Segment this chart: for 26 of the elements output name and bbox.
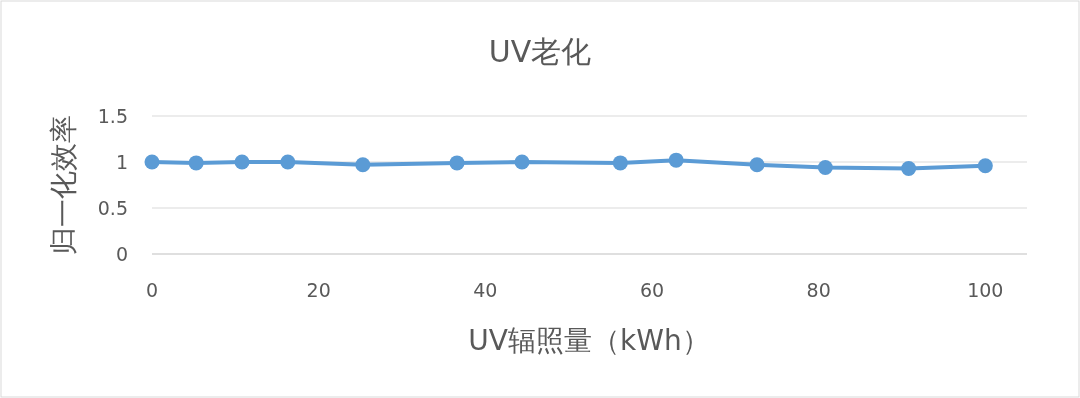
x-tick-label: 100 — [967, 279, 1004, 301]
x-axis-title: UV辐照量（kWh） — [468, 324, 710, 357]
x-tick-label: 20 — [306, 279, 331, 301]
point — [355, 157, 371, 173]
chart-title: UV老化 — [488, 34, 592, 69]
point — [514, 154, 530, 170]
point — [280, 154, 296, 170]
y-tick-label: 0 — [115, 243, 128, 265]
point — [749, 157, 765, 173]
point — [188, 155, 204, 171]
point — [234, 154, 250, 170]
point — [144, 154, 160, 170]
x-tick-label: 60 — [639, 279, 665, 301]
x-tick-label: 40 — [473, 279, 498, 301]
point — [977, 158, 993, 174]
point — [612, 155, 628, 171]
y-tick-label: 0.5 — [97, 197, 128, 219]
point — [817, 160, 833, 176]
point — [449, 155, 465, 171]
y-axis-title: 归一化效率 — [47, 115, 80, 255]
point — [668, 152, 684, 168]
x-tick-label: 0 — [145, 279, 159, 301]
point — [901, 160, 917, 176]
x-tick-label: 80 — [806, 279, 831, 301]
y-tick-label: 1 — [115, 151, 128, 173]
y-tick-label: 1.5 — [97, 105, 128, 127]
